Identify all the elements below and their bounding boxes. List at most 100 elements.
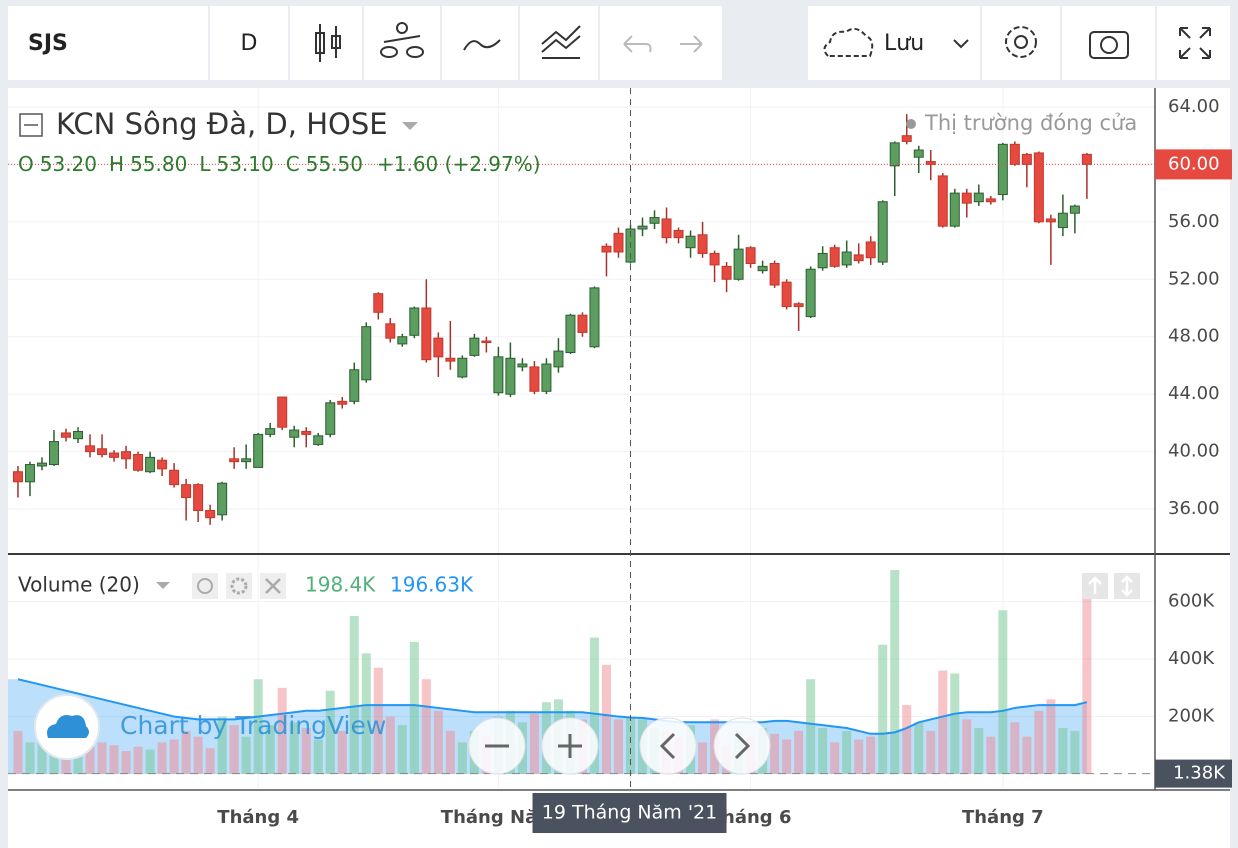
candle-body xyxy=(829,247,840,267)
volume-bar xyxy=(974,728,984,774)
y-tick-label: 44.00 xyxy=(1168,383,1220,404)
watermark-text: Chart by TradingView xyxy=(120,711,386,740)
candle-body xyxy=(265,428,276,435)
interval-button[interactable] xyxy=(210,6,288,80)
volume-bar xyxy=(613,719,623,774)
volume-bar xyxy=(373,667,383,774)
candle-body xyxy=(997,143,1008,196)
candle-body xyxy=(289,429,300,438)
volume-bar xyxy=(626,717,636,774)
candle-body xyxy=(205,509,216,519)
camera-icon xyxy=(1089,31,1129,59)
indicator-icon xyxy=(380,22,424,58)
y-tick-label: 40.00 xyxy=(1168,441,1220,462)
candle-body xyxy=(61,432,72,438)
candle-body xyxy=(241,458,252,463)
market-status: Thị trường đóng cửa xyxy=(924,111,1137,135)
volume-bar xyxy=(205,748,215,774)
volume-bar xyxy=(193,736,203,774)
candle-body xyxy=(733,248,744,280)
candle-body xyxy=(193,484,204,511)
volume-bar xyxy=(818,728,828,774)
candle-body xyxy=(409,307,420,336)
volume-bar xyxy=(1058,728,1068,774)
volume-bar xyxy=(842,730,852,774)
volume-bar xyxy=(313,739,323,774)
volume-bar xyxy=(397,725,407,774)
candle-body xyxy=(49,441,60,466)
candle-body xyxy=(913,149,924,158)
collapse-icon[interactable] xyxy=(19,113,43,137)
candle-body xyxy=(877,201,888,263)
o-value: 53.20 xyxy=(40,152,97,176)
gear-mini xyxy=(230,577,248,595)
volume-bar xyxy=(950,673,960,774)
y-tick-label: 48.00 xyxy=(1168,326,1220,347)
status-dot xyxy=(906,119,916,129)
candle-body xyxy=(637,225,648,230)
volume-bar xyxy=(698,742,708,774)
settings-mini[interactable] xyxy=(226,573,252,599)
volume-bar xyxy=(37,739,47,774)
volume-bar xyxy=(589,637,599,774)
x-tick-label: Tháng 4 xyxy=(217,807,299,828)
c-value: 55.50 xyxy=(306,152,363,176)
chart-style-button[interactable] xyxy=(290,6,362,80)
remove-icon xyxy=(265,578,281,594)
volume-bar xyxy=(73,748,83,774)
candle-body xyxy=(181,484,192,499)
nav-button[interactable] xyxy=(639,717,697,775)
candle-body xyxy=(793,303,804,308)
candle-body xyxy=(613,232,624,253)
candle-body xyxy=(145,456,156,473)
volume-last-label: 1.38K xyxy=(1173,763,1226,784)
candle-body xyxy=(685,235,696,249)
candle-body xyxy=(745,247,756,264)
line-icon xyxy=(463,39,501,51)
volume-bar xyxy=(337,730,347,774)
volume-bar xyxy=(601,664,611,774)
candle-body xyxy=(36,462,47,467)
candle-body xyxy=(397,336,408,345)
volume-bar xyxy=(157,742,167,774)
volume-bar xyxy=(145,749,155,774)
candle-body xyxy=(709,252,720,266)
h-label: H xyxy=(109,152,124,176)
y-tick-label: 52.00 xyxy=(1168,268,1220,289)
candle-body xyxy=(12,471,23,483)
nav-button[interactable] xyxy=(713,717,771,775)
symbol-button[interactable] xyxy=(8,6,208,80)
volume-bar xyxy=(890,570,900,774)
candle-body xyxy=(1081,153,1092,165)
fullscreen-icon xyxy=(1179,27,1211,59)
watermark-cloud xyxy=(47,715,89,738)
candle-body xyxy=(85,445,96,453)
save-label: Lưu xyxy=(884,31,924,56)
volume-bar xyxy=(866,736,876,774)
candle-body xyxy=(157,459,168,470)
candle-body xyxy=(349,369,360,402)
eye-button[interactable] xyxy=(192,573,218,599)
candle-body xyxy=(697,234,708,254)
candle-body xyxy=(421,307,432,361)
candle-body xyxy=(337,400,348,405)
candle-body xyxy=(841,251,852,266)
indicators-button[interactable] xyxy=(364,6,440,80)
undo-redo[interactable] xyxy=(600,6,722,80)
settings-button[interactable] xyxy=(982,6,1060,80)
symbol: SJS xyxy=(28,31,68,56)
candle-body xyxy=(757,265,768,272)
crosshair-label: 19 Tháng Năm '21 xyxy=(542,802,717,824)
snapshot-button[interactable] xyxy=(1062,6,1155,80)
volume-bar xyxy=(938,670,948,774)
change: +1.60 (+2.97%) xyxy=(377,152,541,176)
volume-title: Volume (20) xyxy=(18,573,140,597)
volume-bar xyxy=(277,687,287,774)
candle-body xyxy=(769,262,780,286)
x-tick-label: Tháng Năm xyxy=(441,807,556,828)
move-up-icon xyxy=(1088,576,1102,594)
volume-bar xyxy=(782,739,792,774)
save-button[interactable] xyxy=(808,6,980,80)
fullscreen-button[interactable] xyxy=(1157,6,1230,80)
l-label: L xyxy=(199,152,211,176)
